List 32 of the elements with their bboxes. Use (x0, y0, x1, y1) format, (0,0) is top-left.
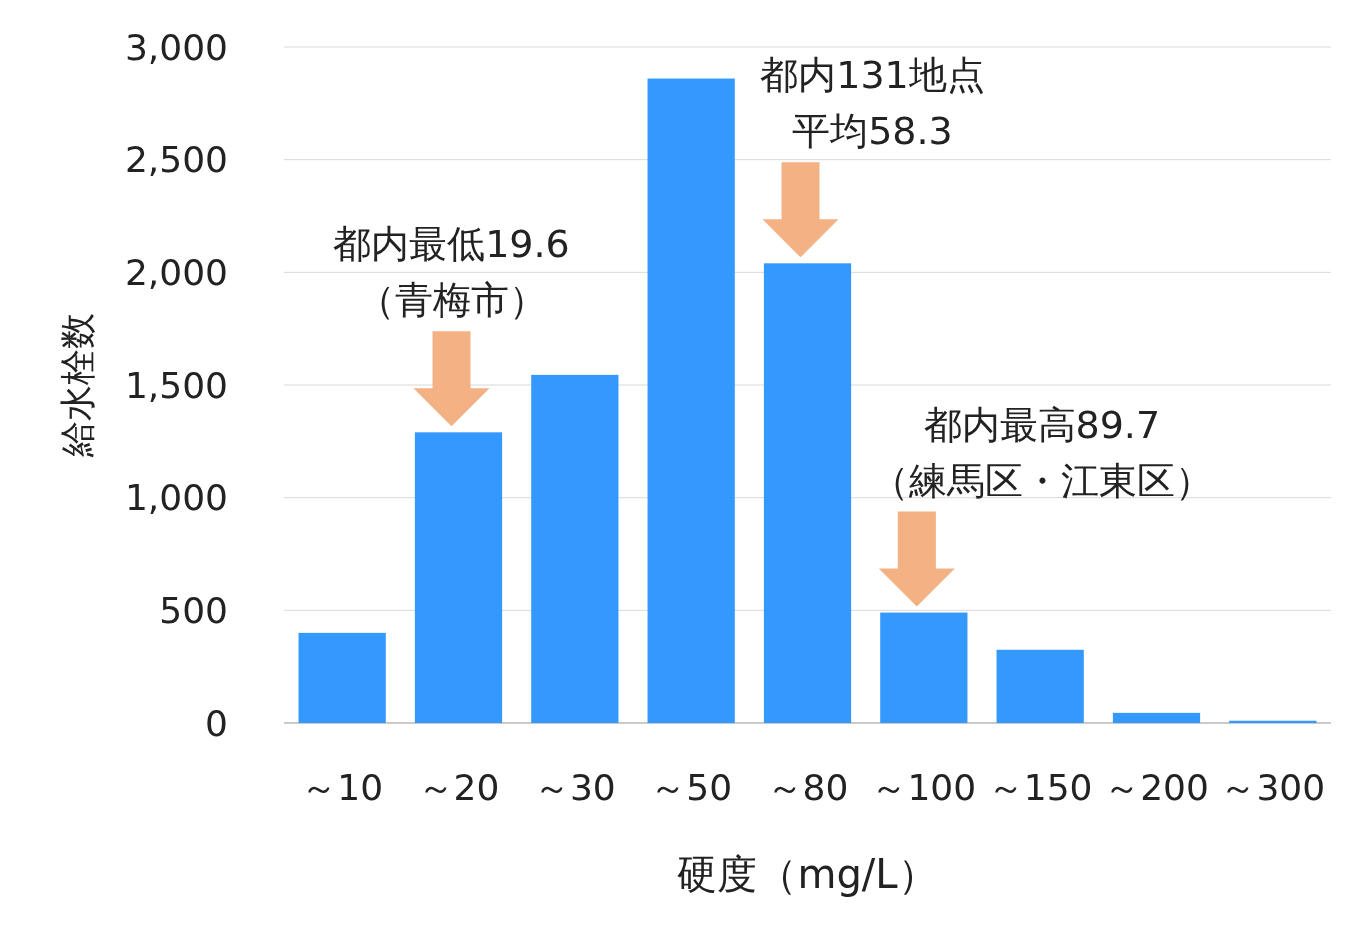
bar (531, 374, 619, 723)
y-axis-title: 給水栓数 (57, 313, 98, 458)
x-tick-label: ～30 (533, 767, 616, 808)
x-tick-label: ～300 (1220, 767, 1326, 808)
x-tick-label: ～200 (1104, 767, 1209, 808)
bar (880, 612, 968, 723)
annotation: 平均58.3 (792, 109, 953, 154)
x-tick-label: ～100 (871, 767, 977, 808)
x-tick-label: ～150 (987, 767, 1093, 808)
y-tick-label: 3,000 (124, 26, 228, 68)
annotation: 都内最高89.7 (923, 402, 1161, 447)
y-tick-label: 2,500 (124, 139, 228, 181)
y-tick-label: 1,000 (124, 477, 228, 519)
bar (763, 263, 852, 723)
x-axis-title: 硬度（mg/L） (677, 851, 938, 897)
annotation: （青梅市） (356, 278, 547, 323)
bar (414, 432, 503, 723)
annotation: （練馬区・江東区） (870, 458, 1213, 503)
y-tick-label: 1,500 (124, 364, 228, 406)
y-tick-label: 2,000 (124, 251, 228, 293)
y-tick-label: 500 (159, 589, 228, 631)
x-tick-label: ～50 (650, 767, 733, 808)
bar (1112, 712, 1201, 723)
x-tick-label: ～80 (766, 767, 849, 808)
bar (298, 632, 386, 723)
annotation: 都内最低19.6 (333, 222, 570, 267)
annotation: 都内131地点 (760, 53, 985, 98)
bar (647, 78, 735, 723)
y-tick-label: 0 (205, 702, 228, 744)
x-tick-label: ～20 (417, 767, 500, 808)
bar (996, 649, 1084, 723)
x-tick-label: ～10 (301, 767, 384, 808)
